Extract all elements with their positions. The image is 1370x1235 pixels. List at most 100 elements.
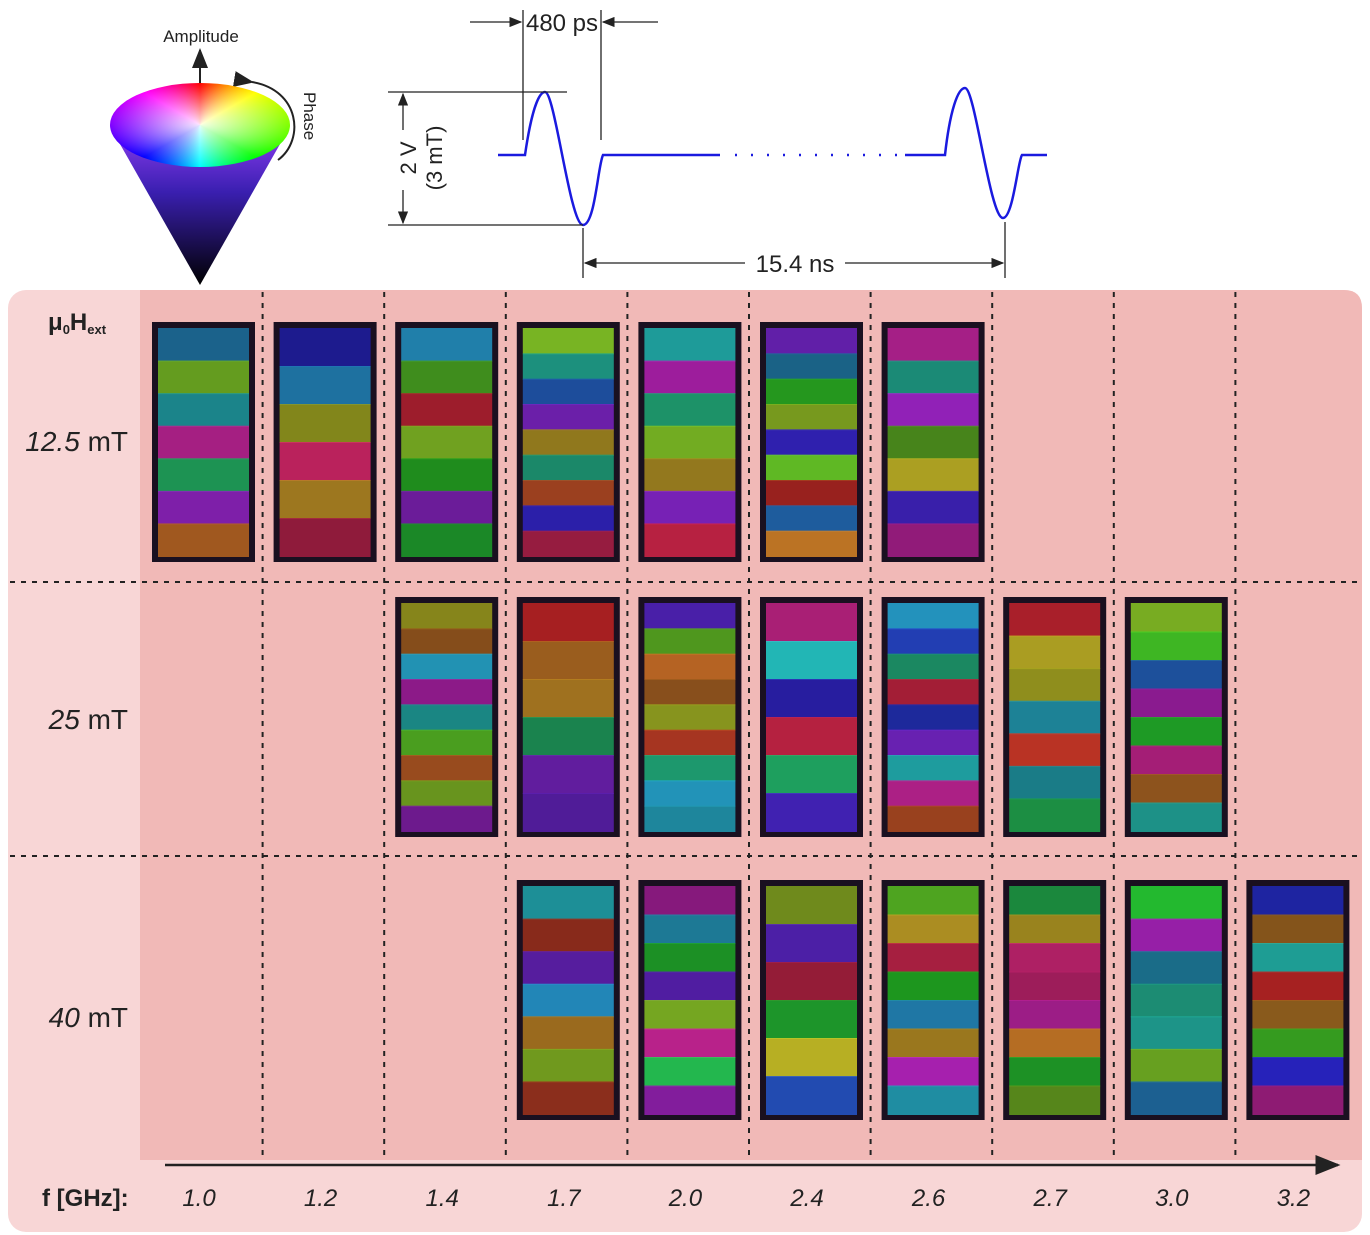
image-band: [158, 393, 249, 427]
image-band: [1009, 701, 1100, 735]
image-band: [644, 426, 735, 460]
image-band: [888, 730, 979, 756]
image-band: [280, 404, 371, 443]
image-band: [766, 886, 857, 925]
image-band: [158, 361, 249, 395]
image-band: [1131, 746, 1222, 776]
image-band: [766, 603, 857, 642]
image-band: [401, 603, 492, 629]
frequency-label: 2.6: [911, 1185, 946, 1212]
image-band: [1009, 1029, 1100, 1059]
image-band: [766, 1000, 857, 1039]
image-band: [523, 353, 614, 379]
image-band: [1252, 972, 1343, 1002]
image-band: [1009, 1000, 1100, 1030]
xmcd-image: [395, 597, 498, 837]
field-label: 12.5 mT: [25, 426, 128, 457]
image-band: [644, 458, 735, 492]
image-band: [401, 730, 492, 756]
image-band: [523, 455, 614, 481]
image-band: [1009, 766, 1100, 800]
image-band: [766, 641, 857, 680]
image-band: [401, 523, 492, 557]
image-band: [888, 491, 979, 525]
image-band: [523, 480, 614, 506]
image-band: [523, 755, 614, 794]
frequency-header: f [GHz]:: [42, 1185, 129, 1212]
image-band: [888, 915, 979, 945]
field-unit: mT: [88, 1002, 128, 1033]
image-band: [766, 679, 857, 718]
image-band: [523, 1049, 614, 1083]
image-band: [888, 628, 979, 654]
image-band: [888, 603, 979, 629]
image-band: [644, 328, 735, 362]
image-band: [766, 455, 857, 481]
xmcd-image: [1003, 597, 1106, 837]
image-band: [523, 429, 614, 455]
frequency-label: 1.0: [182, 1185, 216, 1212]
image-band: [401, 806, 492, 832]
image-band: [888, 972, 979, 1002]
image-band: [766, 379, 857, 405]
image-band: [888, 806, 979, 832]
image-band: [523, 1081, 614, 1115]
image-band: [644, 886, 735, 916]
frequency-label: 2.7: [1033, 1185, 1069, 1212]
xmcd-image: [152, 322, 255, 562]
image-band: [766, 531, 857, 557]
image-band: [401, 328, 492, 362]
image-band: [888, 1086, 979, 1116]
image-band: [644, 915, 735, 945]
image-band: [523, 531, 614, 557]
image-band: [523, 717, 614, 756]
figure: Amplitude Phase 480 ps 15.4 ns 2 V (3 mT…: [0, 0, 1370, 1235]
image-band: [888, 361, 979, 395]
image-band: [1131, 1016, 1222, 1050]
image-band: [888, 328, 979, 362]
image-band: [766, 924, 857, 963]
image-band: [1131, 717, 1222, 747]
pulse-field: (3 mT): [422, 126, 447, 191]
image-band: [644, 679, 735, 705]
image-band: [523, 603, 614, 642]
image-band: [401, 393, 492, 427]
image-band: [888, 1057, 979, 1087]
image-band: [280, 328, 371, 367]
image-band: [158, 491, 249, 525]
image-band: [1252, 1029, 1343, 1059]
image-band: [280, 518, 371, 557]
phase-label: Phase: [300, 92, 319, 140]
image-band: [1009, 1057, 1100, 1087]
xmcd-image: [760, 597, 863, 837]
image-band: [523, 328, 614, 354]
xmcd-image: [760, 880, 863, 1120]
image-band: [888, 426, 979, 460]
image-band: [644, 1086, 735, 1116]
image-band: [766, 480, 857, 506]
pulse-amplitude: 2 V: [396, 141, 421, 174]
image-band: [1131, 660, 1222, 690]
field-value: 25: [48, 704, 81, 735]
frequency-label: 3.2: [1277, 1185, 1310, 1212]
xmcd-image: [882, 880, 985, 1120]
image-band: [1131, 886, 1222, 920]
xmcd-image: [517, 597, 620, 837]
image-band: [644, 704, 735, 730]
image-band: [1252, 915, 1343, 945]
image-band: [644, 943, 735, 973]
image-band: [766, 429, 857, 455]
image-band: [644, 523, 735, 557]
image-band: [1131, 632, 1222, 662]
image-band: [401, 654, 492, 680]
image-band: [766, 353, 857, 379]
image-band: [644, 1000, 735, 1030]
field-value: 40: [49, 1002, 81, 1033]
image-band: [766, 1038, 857, 1077]
xmcd-image: [1125, 597, 1228, 837]
image-band: [644, 603, 735, 629]
dimension-lines: [388, 10, 1005, 278]
image-band: [766, 505, 857, 531]
xmcd-image: [517, 880, 620, 1120]
image-band: [888, 458, 979, 492]
